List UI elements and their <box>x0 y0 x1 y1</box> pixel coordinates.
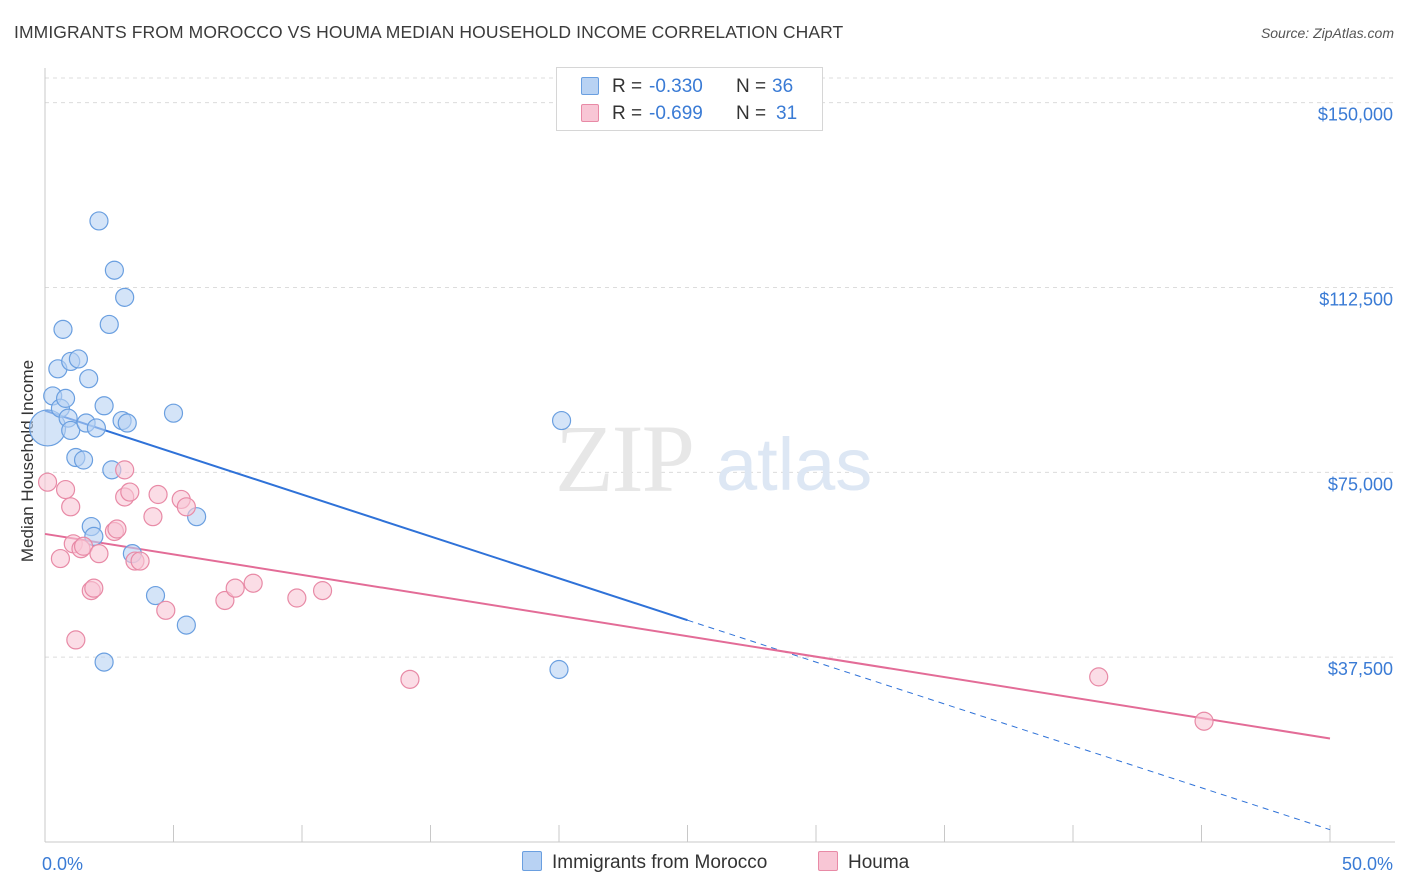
houma-point <box>61 497 81 517</box>
houma-point <box>115 460 135 480</box>
morocco-point <box>86 418 107 438</box>
legend-swatch-blue <box>581 77 599 95</box>
houma-point <box>73 536 94 556</box>
morocco-point <box>68 349 89 369</box>
morocco-point <box>73 450 94 470</box>
morocco-point <box>94 396 114 416</box>
houma-point <box>55 479 76 500</box>
series-swatch-blue <box>522 851 542 871</box>
y-tick-label: $112,500 <box>1319 289 1393 309</box>
morocco-point <box>145 585 166 606</box>
houma-point <box>143 507 163 527</box>
houma-point <box>50 548 71 569</box>
houma-point <box>400 669 420 689</box>
x-tick-label-max: 50.0% <box>1342 854 1393 874</box>
houma-point <box>215 590 235 611</box>
morocco-point <box>53 319 73 339</box>
houma-point <box>84 578 104 598</box>
watermark-zip: ZIP <box>555 405 693 512</box>
series-label-morocco: Immigrants from Morocco <box>552 852 768 873</box>
houma-point <box>148 484 168 505</box>
tick-labels: $37,500 $75,000 $112,500 $150,000 0.0% 50.0% <box>42 105 1393 874</box>
data-points <box>28 211 1214 731</box>
trend-lines <box>44 409 1331 831</box>
morocco-point <box>79 369 99 389</box>
source-label: Source: ZipAtlas.com <box>1260 25 1394 41</box>
morocco-point <box>55 388 76 408</box>
morocco-point <box>61 420 81 441</box>
chart-title: IMMIGRANTS FROM MOROCCO VS HOUMA MEDIAN … <box>14 22 844 42</box>
series-label-houma: Houma <box>848 852 910 873</box>
series-swatch-pink <box>818 851 838 871</box>
y-tick-label: $150,000 <box>1318 105 1393 125</box>
houma-point <box>66 630 86 650</box>
morocco-trend-extension <box>687 619 1331 831</box>
morocco-point <box>104 260 124 280</box>
houma-point <box>156 600 176 620</box>
houma-point <box>89 544 109 564</box>
legend-n-value: 36 <box>772 76 794 97</box>
x-tick-label-min: 0.0% <box>42 854 83 874</box>
legend-r-value: -0.330 <box>649 76 703 97</box>
series-legend-morocco: Immigrants from Morocco <box>522 851 767 877</box>
morocco-point <box>115 287 135 307</box>
watermark-atlas: atlas <box>716 423 872 506</box>
houma-point <box>243 573 263 593</box>
morocco-point <box>163 403 184 423</box>
morocco-point <box>176 615 196 635</box>
correlation-legend: R = -0.330 N = 36 R = -0.699 N = 31 <box>556 67 823 131</box>
morocco-point <box>117 413 137 433</box>
houma-point <box>130 551 150 571</box>
series-legend-houma: Houma <box>818 851 909 877</box>
legend-r-label: R = <box>612 103 643 124</box>
houma-point <box>225 578 245 598</box>
legend-n-value: 31 <box>776 103 798 124</box>
morocco-point <box>551 410 572 431</box>
houma-point <box>1089 667 1109 687</box>
houma-point <box>312 581 333 601</box>
houma-point <box>37 472 58 492</box>
legend-row-houma: R = -0.699 N = 31 <box>557 101 822 127</box>
y-tick-label: $37,500 <box>1328 659 1393 679</box>
legend-n-label: N = <box>736 76 767 97</box>
houma-point <box>287 588 307 608</box>
legend-n-label: N = <box>736 103 767 124</box>
houma-trend-line <box>44 532 1331 740</box>
houma-point <box>1194 711 1214 731</box>
morocco-point <box>549 659 569 680</box>
legend-r-label: R = <box>612 76 643 97</box>
legend-r-value: -0.699 <box>649 103 703 124</box>
legend-swatch-pink <box>581 104 599 122</box>
morocco-trend-line <box>44 409 688 622</box>
y-axis-label: Median Household Income <box>18 360 37 562</box>
houma-point <box>176 497 196 517</box>
morocco-point <box>89 211 109 231</box>
axes <box>44 68 1395 843</box>
legend-row-morocco: R = -0.330 N = 36 <box>557 74 822 100</box>
houma-point <box>107 519 127 539</box>
houma-point <box>120 482 140 502</box>
morocco-point <box>94 652 114 672</box>
watermark: ZIP atlas <box>555 405 872 512</box>
gridlines <box>45 77 1395 658</box>
y-tick-label: $75,000 <box>1328 474 1393 494</box>
morocco-point <box>99 314 119 335</box>
